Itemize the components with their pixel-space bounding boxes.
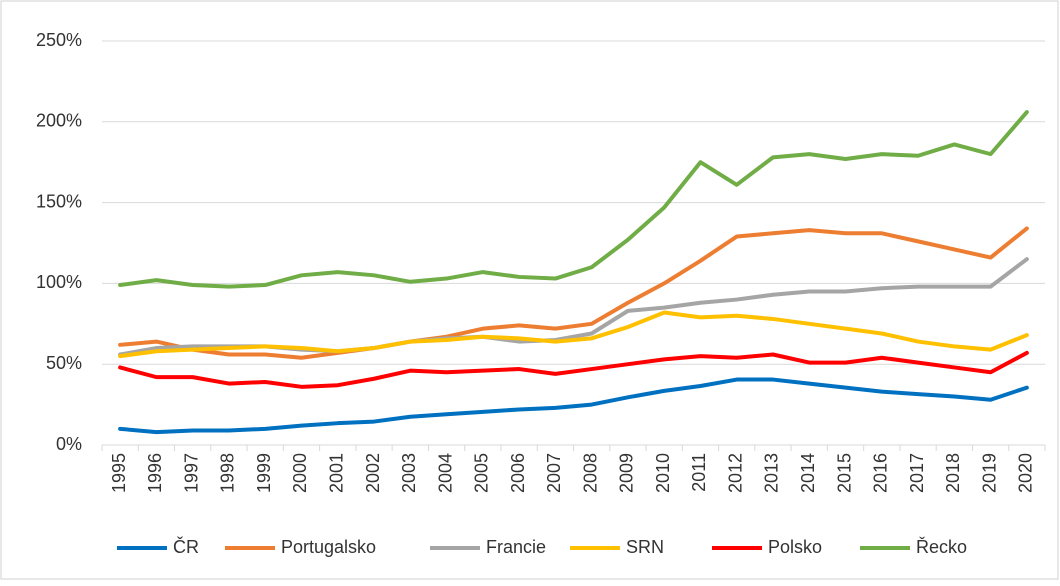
x-tick-label: 2019 (979, 453, 999, 493)
legend-label: Portugalsko (281, 537, 376, 557)
x-tick-label: 2014 (798, 453, 818, 493)
x-tick-label: 2012 (725, 453, 745, 493)
x-tick-label: 2013 (762, 453, 782, 493)
x-tick-label: 2007 (544, 453, 564, 493)
line-series (118, 350, 1029, 389)
y-tick-label: 50% (46, 353, 82, 373)
y-tick-label: 0% (56, 434, 82, 454)
y-tick-label: 100% (36, 272, 82, 292)
x-tick-label: 2006 (508, 453, 528, 493)
x-tick-label: 2000 (290, 453, 310, 493)
x-tick-label: 2011 (689, 453, 709, 492)
y-tick-label: 200% (36, 111, 82, 131)
x-tick-label: 2004 (435, 453, 455, 493)
x-tick-label: 2016 (871, 453, 891, 493)
line-series (118, 226, 1029, 360)
legend-label: ČR (173, 536, 199, 557)
x-tick-label: 2002 (363, 453, 383, 493)
legend-label: SRN (626, 537, 664, 557)
x-tick-label: 2017 (907, 453, 927, 493)
x-tick-label: 2003 (399, 453, 419, 493)
line-series (118, 377, 1029, 435)
x-tick-label: 2008 (580, 453, 600, 493)
y-tick-label: 250% (36, 30, 82, 50)
x-tick-label: 1995 (109, 453, 129, 493)
x-tick-label: 2010 (653, 453, 673, 493)
x-tick-label: 2015 (834, 453, 854, 493)
line-series (118, 110, 1029, 289)
x-tick-label: 1997 (181, 453, 201, 493)
x-tick-label: 1998 (218, 453, 238, 493)
x-tick-label: 2005 (472, 453, 492, 493)
y-tick-label: 150% (36, 191, 82, 211)
x-tick-label: 2018 (943, 453, 963, 493)
legend-label: Francie (486, 537, 546, 557)
line-series (118, 310, 1029, 359)
legend-label: Řecko (916, 537, 967, 557)
x-tick-label: 2001 (327, 453, 347, 493)
x-tick-label: 2020 (1016, 453, 1036, 493)
x-tick-label: 1999 (254, 453, 274, 493)
x-tick-label: 2009 (617, 453, 637, 493)
legend-label: Polsko (768, 537, 822, 557)
x-tick-label: 1996 (145, 453, 165, 493)
